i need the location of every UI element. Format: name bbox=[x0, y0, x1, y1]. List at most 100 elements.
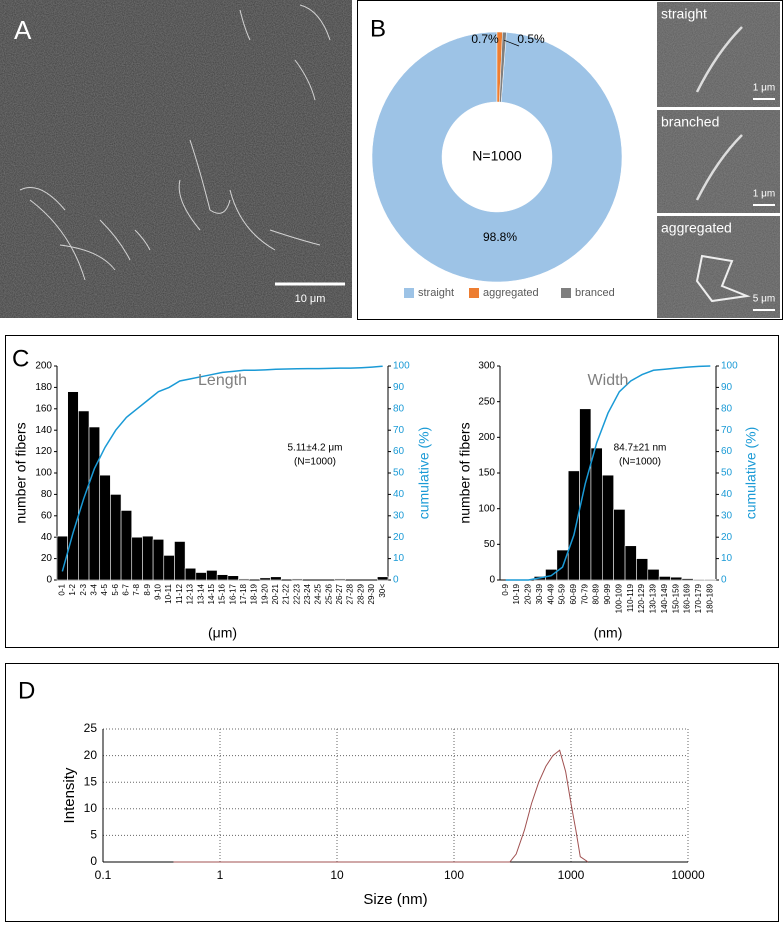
x-tick-label: 9-10 bbox=[154, 583, 163, 600]
y2-tick-label: 20 bbox=[721, 532, 733, 543]
bar bbox=[184, 567, 197, 581]
bar bbox=[131, 536, 143, 581]
x-tick-label: 19-20 bbox=[260, 583, 269, 604]
bar bbox=[658, 576, 671, 581]
panel-label: B bbox=[370, 15, 386, 42]
micrograph-label: branched bbox=[661, 114, 719, 130]
x-tick-label: 12-13 bbox=[186, 583, 195, 604]
micrograph-texture bbox=[0, 0, 352, 318]
x-tick-label: 50-59 bbox=[558, 583, 567, 604]
y-tick-label: 160 bbox=[35, 403, 52, 414]
bar bbox=[216, 574, 229, 581]
y2-tick-label: 0 bbox=[721, 575, 727, 586]
y-tick-label: 120 bbox=[35, 446, 52, 457]
bar bbox=[681, 578, 694, 581]
x-tick-label: 0-1 bbox=[57, 583, 66, 595]
pie-slice bbox=[371, 31, 623, 283]
x-tick-label: 30< bbox=[378, 584, 387, 598]
x-tick-label: 24-25 bbox=[314, 583, 323, 604]
y-tick-label: 50 bbox=[484, 539, 496, 550]
x-tick-label: 1 bbox=[217, 868, 224, 882]
bar bbox=[110, 494, 122, 581]
x-tick-label: 170-179 bbox=[694, 583, 703, 613]
bar bbox=[67, 391, 79, 581]
x-tick-label: 90-99 bbox=[603, 583, 612, 604]
bar bbox=[163, 555, 175, 581]
y-axis-label: number of fibers bbox=[457, 422, 473, 523]
y2-tick-label: 80 bbox=[393, 403, 405, 414]
y-tick-label: 200 bbox=[35, 361, 52, 372]
x-tick-label: 11-12 bbox=[175, 583, 184, 603]
chart-title: Length bbox=[198, 372, 247, 389]
panel-label: D bbox=[18, 677, 35, 704]
x-tick-label: 160-169 bbox=[683, 583, 692, 613]
bar bbox=[579, 408, 592, 581]
panel-frame bbox=[5, 663, 779, 922]
bar bbox=[259, 577, 271, 581]
y-tick-label: 40 bbox=[41, 532, 53, 543]
legend-label: straight bbox=[418, 287, 454, 299]
y-tick-label: 15 bbox=[84, 774, 98, 788]
x-tick-label: 1-2 bbox=[68, 583, 77, 595]
pie-slice bbox=[499, 31, 507, 103]
x-tick-label: 14-15 bbox=[207, 583, 216, 604]
y-tick-label: 25 bbox=[84, 721, 98, 735]
y2-tick-label: 30 bbox=[393, 510, 405, 521]
micrograph-label: aggregated bbox=[661, 220, 732, 236]
y-tick-label: 100 bbox=[478, 503, 495, 514]
x-tick-label: 120-129 bbox=[637, 583, 646, 613]
y-tick-label: 100 bbox=[35, 468, 52, 479]
y-tick-label: 60 bbox=[41, 510, 53, 521]
y-tick-label: 180 bbox=[35, 382, 52, 393]
x-tick-label: 0.1 bbox=[95, 868, 112, 882]
y2-tick-label: 70 bbox=[393, 425, 405, 436]
y-tick-label: 250 bbox=[478, 396, 495, 407]
x-tick-label: 2-3 bbox=[79, 583, 88, 595]
y-axis-label: Intensity bbox=[61, 767, 78, 823]
bar bbox=[238, 578, 250, 581]
legend-label: branced bbox=[575, 287, 615, 299]
x-axis-label: (μm) bbox=[208, 625, 237, 641]
panel-label: C bbox=[12, 345, 29, 372]
bar bbox=[624, 545, 637, 581]
annotation: (N=1000) bbox=[294, 457, 336, 468]
x-tick-label: 15-16 bbox=[218, 583, 227, 604]
y2-tick-label: 70 bbox=[721, 425, 733, 436]
data-label: 0.7% bbox=[471, 32, 499, 46]
x-tick-label: 17-18 bbox=[239, 583, 248, 604]
x-tick-label: 28-29 bbox=[356, 583, 365, 604]
x-tick-label: 110-119 bbox=[626, 583, 635, 612]
y-tick-label: 20 bbox=[41, 553, 53, 564]
y2-tick-label: 20 bbox=[393, 532, 405, 543]
x-tick-label: 18-19 bbox=[250, 583, 259, 604]
bar bbox=[602, 474, 614, 581]
y2-tick-label: 40 bbox=[721, 489, 733, 500]
fibers bbox=[19, 4, 331, 281]
bar bbox=[99, 474, 111, 581]
annotation: 5.11±4.2 μm bbox=[288, 443, 343, 454]
x-tick-label: 3-4 bbox=[89, 583, 98, 595]
x-tick-label: 21-22 bbox=[282, 583, 291, 604]
bar bbox=[142, 535, 154, 581]
y2-tick-label: 30 bbox=[721, 510, 733, 521]
x-tick-label: 10 bbox=[330, 868, 344, 882]
y-tick-label: 0 bbox=[489, 575, 495, 586]
y-tick-label: 140 bbox=[35, 425, 52, 436]
y2-tick-label: 60 bbox=[393, 446, 405, 457]
scale-bar-label: 10 μm bbox=[295, 293, 326, 305]
x-tick-label: 16-17 bbox=[228, 583, 237, 604]
x-tick-label: 27-28 bbox=[346, 583, 355, 604]
bar bbox=[88, 426, 101, 581]
x-tick-label: 10000 bbox=[671, 868, 705, 882]
annotation: (N=1000) bbox=[619, 457, 661, 468]
bar bbox=[174, 541, 186, 581]
x-tick-label: 70-79 bbox=[580, 583, 589, 604]
x-tick-label: 1000 bbox=[558, 868, 585, 882]
bar bbox=[692, 578, 705, 581]
legend-swatch bbox=[561, 288, 571, 298]
x-tick-label: 29-30 bbox=[367, 583, 376, 604]
bar bbox=[670, 576, 683, 581]
legend-swatch bbox=[469, 288, 479, 298]
x-tick-label: 22-23 bbox=[292, 583, 301, 604]
x-tick-label: 180-189 bbox=[705, 583, 714, 613]
